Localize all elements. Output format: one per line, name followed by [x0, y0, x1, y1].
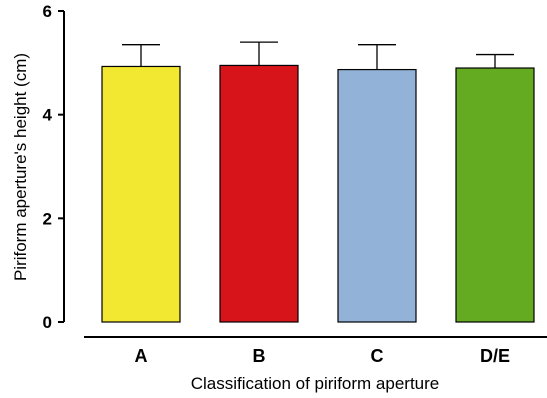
x-tick-label-D/E: D/E	[480, 346, 510, 366]
y-axis: 0 2 4 6	[43, 2, 65, 332]
x-tick-label-A: A	[135, 346, 148, 366]
bars	[101, 64, 535, 323]
x-axis-title: Classification of piriform aperture	[191, 374, 439, 393]
category-labels: A B C D/E	[135, 346, 511, 366]
bar-A	[101, 65, 181, 323]
error-bars	[122, 41, 514, 70]
bar-C	[337, 68, 417, 323]
y-axis-title: Piriform aperture's height (cm)	[11, 53, 30, 281]
x-tick-label-B: B	[253, 346, 266, 366]
y-tick-label-4: 4	[43, 106, 53, 125]
x-tick-label-C: C	[371, 346, 384, 366]
bar-D/E	[455, 67, 535, 323]
y-tick-label-0: 0	[43, 313, 52, 332]
y-tick-label-6: 6	[43, 2, 52, 21]
bar-B	[219, 64, 299, 323]
y-tick-label-2: 2	[43, 209, 52, 228]
